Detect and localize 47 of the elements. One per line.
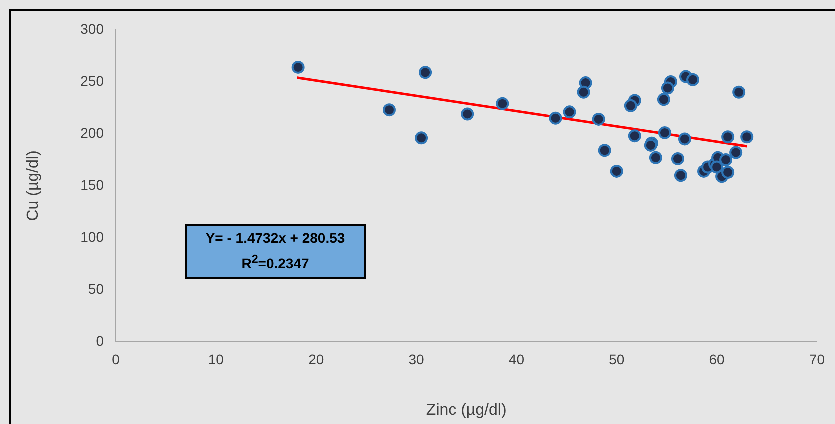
y-tick-label: 150 [80,176,104,193]
x-tick-label: 70 [809,351,826,368]
point [628,130,642,143]
point [722,130,735,144]
point [549,112,562,125]
y-tick-label: 300 [80,20,104,37]
annotation: R$^{2}$=0.2347 [240,252,310,274]
point [730,146,743,160]
x-tick-label: 40 [508,351,525,368]
x-tick-label: 50 [609,351,625,368]
point [674,169,688,182]
y-tick-label: 50 [88,280,104,297]
x-tick-label: 20 [308,351,324,368]
point [415,132,428,145]
x-tick-label: 30 [408,351,425,368]
x-tick-label: 10 [208,351,224,368]
point [657,93,670,106]
point [292,60,305,74]
point [598,144,612,158]
x-axis-title: Zinc (µg/dl) [426,402,507,419]
point [671,152,684,166]
y-axis-title: Cu (µg/dl) [25,150,42,222]
point [678,132,692,146]
point [649,151,662,164]
point [382,104,396,117]
y-tick-label: 200 [80,124,104,141]
x-tick-label: 60 [709,351,726,368]
point [592,112,606,126]
point [740,130,754,144]
y-tick-label: 250 [80,72,104,89]
point [658,126,672,140]
point [686,73,700,86]
annotation: Y= - 1.4732x + 280.53 [204,229,346,248]
point [461,108,474,121]
point [563,106,576,119]
point [610,164,624,178]
point [419,66,432,80]
point [722,166,735,179]
y-tick-label: 0 [96,332,104,349]
y-tick-label: 100 [80,228,104,245]
point [577,86,590,99]
point [496,97,510,110]
x-tick-label: 0 [112,351,120,368]
point [661,82,674,95]
point [624,99,638,112]
point [720,154,733,166]
point [732,86,746,99]
